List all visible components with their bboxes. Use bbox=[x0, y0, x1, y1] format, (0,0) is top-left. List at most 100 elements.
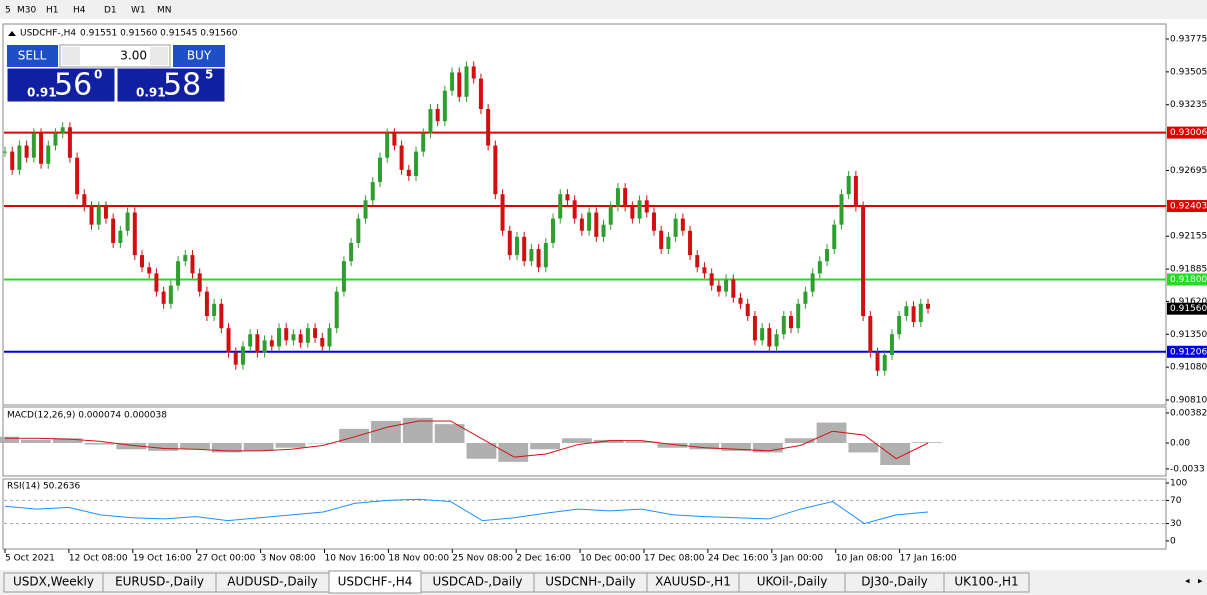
candle-body bbox=[875, 352, 880, 371]
y-tick-label: 0.93235 bbox=[1170, 100, 1207, 110]
macd-bar bbox=[912, 442, 942, 443]
symbol-title: USDCHF-,H4 bbox=[20, 29, 76, 39]
x-tick-label: 12 Oct 08:00 bbox=[69, 554, 128, 564]
candle-body bbox=[421, 133, 426, 152]
lots-value: 3.00 bbox=[120, 49, 147, 63]
candle-body bbox=[666, 236, 671, 250]
candle-body bbox=[414, 151, 419, 176]
candle-body bbox=[67, 127, 72, 158]
macd-bar bbox=[434, 424, 465, 443]
current-price-tag bbox=[1167, 302, 1207, 315]
tab-label: DJ30-,Daily bbox=[861, 575, 928, 589]
timeframe-button[interactable]: H1 bbox=[46, 6, 59, 16]
x-tick-label: 10 Jan 08:00 bbox=[836, 554, 893, 564]
candle-body bbox=[450, 72, 455, 91]
candle-body bbox=[406, 169, 411, 176]
x-tick-label: 2 Dec 16:00 bbox=[516, 554, 571, 564]
candle-body bbox=[457, 72, 462, 97]
tab-label: UKOil-,Daily bbox=[757, 575, 828, 589]
candle-body bbox=[428, 108, 433, 134]
lots-input[interactable] bbox=[59, 44, 171, 68]
level-label: 0.92403 bbox=[1170, 202, 1207, 212]
candle-body bbox=[637, 200, 642, 219]
candle-body bbox=[96, 206, 101, 225]
collapse-icon[interactable] bbox=[8, 31, 16, 36]
x-tick-label: 25 Nov 08:00 bbox=[452, 554, 513, 564]
candle-body bbox=[118, 230, 123, 243]
x-tick-label: 19 Oct 16:00 bbox=[133, 554, 192, 564]
bid-pip: 0 bbox=[94, 68, 102, 82]
y-tick-label: 0.92155 bbox=[1170, 232, 1207, 242]
candle-body bbox=[615, 188, 620, 207]
y-tick-label: 0.91885 bbox=[1170, 265, 1207, 275]
sell-button[interactable] bbox=[7, 45, 58, 67]
candle-body bbox=[659, 230, 664, 250]
macd-bar bbox=[402, 417, 433, 443]
y-tick-label: 0.90810 bbox=[1170, 396, 1207, 406]
macd-bar bbox=[466, 442, 497, 459]
buy-button[interactable] bbox=[173, 45, 225, 67]
y-tick-label: 0.00382 bbox=[1170, 408, 1207, 418]
candle-body bbox=[370, 182, 375, 201]
candle-body bbox=[125, 212, 130, 231]
candle-body bbox=[226, 328, 231, 353]
candle-body bbox=[507, 230, 512, 256]
macd-signal bbox=[5, 420, 929, 460]
macd-bar bbox=[880, 442, 911, 465]
candle-body bbox=[154, 273, 159, 292]
candle-body bbox=[10, 151, 15, 170]
candle-body bbox=[724, 279, 729, 292]
x-tick-label: 18 Nov 00:00 bbox=[388, 554, 449, 564]
candle-body bbox=[861, 206, 866, 316]
candle-body bbox=[738, 297, 743, 304]
candle-body bbox=[233, 352, 238, 365]
candle-body bbox=[889, 334, 894, 355]
tab-label: USDX,Weekly bbox=[13, 575, 94, 589]
timeframe-button[interactable]: 5 bbox=[5, 6, 11, 16]
lots-up[interactable] bbox=[150, 47, 168, 65]
quote: 0.91551 0.91560 0.91545 0.91560 bbox=[80, 29, 238, 39]
ask-box[interactable] bbox=[116, 67, 226, 103]
rsi-line bbox=[4, 498, 929, 525]
timeframe-button[interactable]: H4 bbox=[73, 6, 86, 16]
y-tick-label: 70 bbox=[1170, 496, 1182, 506]
candle-body bbox=[623, 188, 628, 207]
tab[interactable] bbox=[943, 572, 1030, 593]
timeframe-button[interactable]: D1 bbox=[104, 6, 117, 16]
candle-body bbox=[17, 145, 22, 170]
macd-bar bbox=[52, 438, 83, 443]
level-tag bbox=[1167, 126, 1207, 139]
candle-body bbox=[853, 175, 858, 207]
scroll-right[interactable]: ▸ bbox=[1198, 577, 1203, 587]
candle-body bbox=[868, 315, 873, 353]
candle-body bbox=[53, 133, 58, 146]
candle-body bbox=[594, 212, 599, 237]
candle-body bbox=[926, 303, 930, 309]
candle-body bbox=[147, 267, 152, 274]
x-tick-label: 3 Jan 00:00 bbox=[772, 554, 824, 564]
candle-body bbox=[385, 133, 390, 158]
timeframe-button[interactable]: M30 bbox=[17, 6, 36, 16]
candle-body bbox=[767, 328, 772, 347]
candle-body bbox=[471, 66, 476, 79]
candle-body bbox=[478, 78, 483, 109]
scroll-left[interactable]: ◂ bbox=[1185, 577, 1190, 587]
candle-body bbox=[75, 157, 80, 195]
sell-label: SELL bbox=[18, 49, 47, 63]
timeframe-button[interactable]: W1 bbox=[131, 6, 146, 16]
candle-body bbox=[832, 224, 837, 250]
candle-body bbox=[572, 200, 577, 219]
macd-bar bbox=[211, 442, 242, 453]
lots-down[interactable] bbox=[62, 47, 80, 65]
tab-label: AUDUSD-,Daily bbox=[227, 575, 317, 589]
macd-bar bbox=[84, 442, 115, 445]
candle-body bbox=[781, 315, 786, 335]
level-label: 0.93006 bbox=[1170, 128, 1207, 138]
timeframe-button[interactable]: MN bbox=[157, 6, 172, 16]
candle-body bbox=[168, 285, 173, 304]
tab-label: USDCHF-,H4 bbox=[338, 575, 413, 589]
bid-box[interactable] bbox=[6, 67, 116, 103]
candle-body bbox=[680, 218, 685, 231]
candle-body bbox=[745, 303, 750, 316]
trade-panel: SELL 3.00 BUY 0.91 56 0 0.91 58 5 bbox=[6, 44, 226, 103]
